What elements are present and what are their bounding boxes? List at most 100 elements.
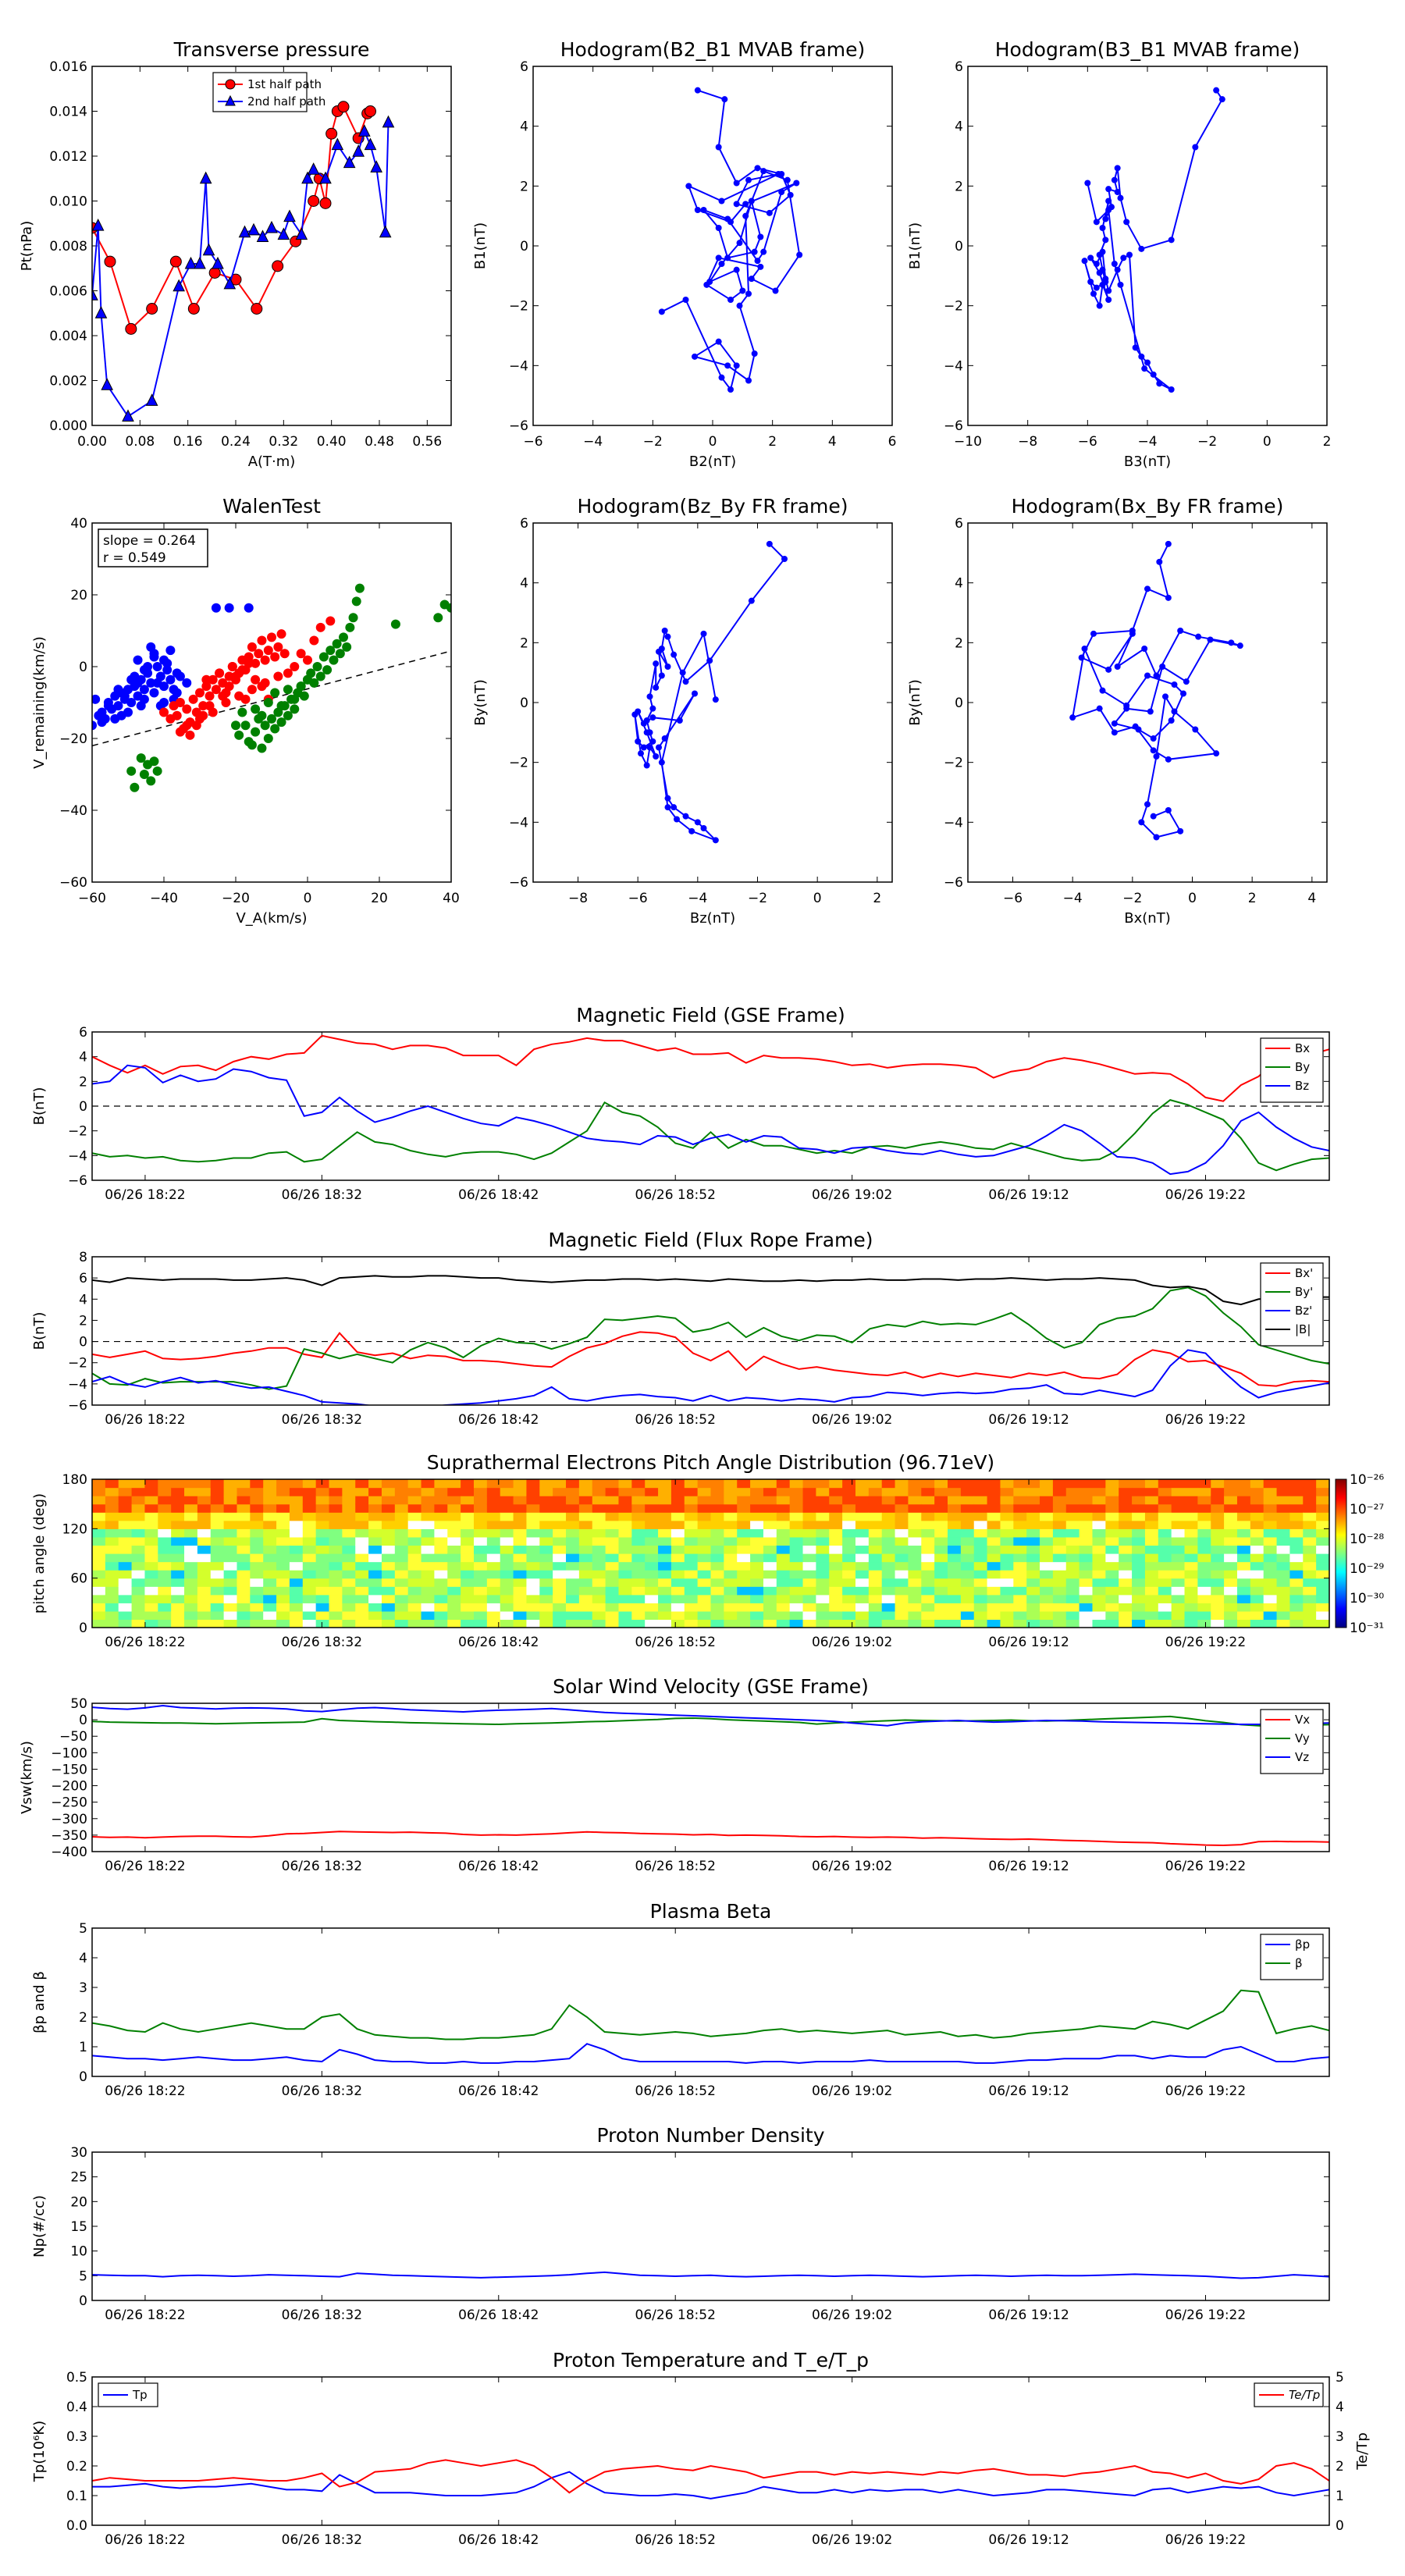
scatter-point	[201, 674, 212, 685]
heatmap-cell	[921, 1487, 935, 1496]
heatmap-cell	[158, 1610, 172, 1621]
heatmap-cell	[1105, 1603, 1119, 1612]
slope-annotation: slope = 0.264	[103, 533, 196, 549]
heatmap-cell	[1184, 1487, 1198, 1496]
heatmap-cell	[289, 1496, 304, 1505]
heatmap-cell	[1211, 1520, 1225, 1529]
heatmap-cell	[763, 1528, 777, 1538]
heatmap-cell	[1303, 1561, 1317, 1571]
heatmap-cell	[868, 1553, 883, 1563]
heatmap-cell	[1289, 1536, 1304, 1546]
heatmap-cell	[197, 1487, 212, 1496]
data-marker	[1177, 628, 1184, 634]
heatmap-cell	[1144, 1487, 1159, 1496]
heatmap-cell	[855, 1545, 870, 1554]
heatmap-cell	[710, 1586, 724, 1596]
heatmap-cell	[355, 1512, 369, 1521]
heatmap-cell	[658, 1586, 672, 1596]
heatmap-cell	[171, 1561, 185, 1571]
heatmap-cell	[223, 1487, 238, 1496]
heatmap-cell	[710, 1487, 724, 1496]
x-tick-label: 06/26 18:52	[635, 2083, 716, 2099]
scatter-point	[175, 671, 185, 681]
heatmap-cell	[1263, 1561, 1278, 1571]
heatmap-cell	[197, 1619, 212, 1628]
data-marker	[1138, 245, 1145, 252]
r-annotation: r = 0.549	[103, 550, 166, 566]
heatmap-cell	[1276, 1479, 1291, 1489]
data-marker	[1144, 585, 1151, 592]
heatmap-cell	[118, 1610, 133, 1621]
heatmap-cell	[1316, 1586, 1329, 1596]
data-marker	[674, 816, 680, 823]
heatmap-cell	[960, 1520, 975, 1529]
heatmap-cell	[1158, 1479, 1172, 1489]
heatmap-cell	[1000, 1603, 1014, 1612]
heatmap-cell	[394, 1603, 409, 1612]
heatmap-cell	[473, 1512, 488, 1521]
heatmap-cell	[855, 1570, 870, 1579]
heatmap-cell	[592, 1586, 606, 1596]
heatmap-cell	[684, 1487, 699, 1496]
heatmap-cell	[566, 1561, 580, 1571]
heatmap-cell	[960, 1479, 975, 1489]
heatmap-cell	[948, 1528, 962, 1538]
heatmap-cell	[855, 1479, 870, 1489]
heatmap-cell	[684, 1586, 699, 1596]
heatmap-cell	[1250, 1487, 1264, 1496]
data-marker	[1117, 281, 1124, 288]
scatter-point	[312, 662, 322, 671]
heatmap-cell	[381, 1479, 396, 1489]
scatter-point	[251, 674, 261, 685]
heatmap-cell	[171, 1503, 185, 1513]
heatmap-cell	[908, 1570, 922, 1579]
heatmap-cell	[1079, 1512, 1094, 1521]
scatter-point	[136, 701, 146, 711]
data-marker	[1102, 237, 1109, 244]
heatmap-cell	[223, 1496, 238, 1505]
data-marker	[365, 105, 376, 117]
y-tick-label: 0.016	[49, 59, 87, 75]
heatmap-cell	[816, 1536, 830, 1546]
heatmap-cell	[223, 1528, 238, 1538]
heatmap-cell	[1276, 1545, 1291, 1554]
heatmap-cell	[539, 1578, 553, 1587]
heatmap-cell	[895, 1578, 909, 1587]
heatmap-cell	[1132, 1594, 1146, 1603]
heatmap-cell	[1171, 1578, 1186, 1587]
heatmap-cell	[381, 1619, 396, 1628]
heatmap-cell	[1040, 1561, 1054, 1571]
heatmap-cell	[1250, 1570, 1264, 1579]
heatmap-cell	[1119, 1603, 1133, 1612]
data-marker	[277, 227, 290, 240]
heatmap-cell	[763, 1610, 777, 1621]
heatmap-cell	[1105, 1487, 1119, 1496]
scatter-point	[325, 646, 336, 656]
heatmap-cell	[973, 1561, 988, 1571]
heatmap-cell	[934, 1561, 948, 1571]
data-marker	[1153, 753, 1160, 760]
heatmap-cell	[605, 1512, 620, 1521]
heatmap-cell	[908, 1553, 922, 1563]
heatmap-cell	[407, 1553, 422, 1563]
heatmap-cell	[868, 1496, 883, 1505]
heatmap-cell	[1276, 1512, 1291, 1521]
heatmap-cell	[645, 1586, 659, 1596]
heatmap-cell	[329, 1479, 343, 1489]
heatmap-cell	[960, 1619, 975, 1628]
scatter-point	[244, 652, 254, 662]
heatmap-cell	[1250, 1512, 1264, 1521]
heatmap-cell	[776, 1553, 791, 1563]
heatmap-cell	[1000, 1594, 1014, 1603]
heatmap-cell	[473, 1536, 488, 1546]
heatmap-cell	[500, 1512, 514, 1521]
heatmap-cell	[223, 1503, 238, 1513]
heatmap-cell	[1079, 1578, 1094, 1587]
heatmap-cell	[842, 1479, 856, 1489]
heatmap-cell	[394, 1570, 409, 1579]
heatmap-cell	[710, 1536, 724, 1546]
legend-label: Vx	[1295, 1713, 1310, 1727]
heatmap-cell	[118, 1578, 133, 1587]
heatmap-cell	[776, 1619, 791, 1628]
heatmap-cell	[421, 1528, 436, 1538]
